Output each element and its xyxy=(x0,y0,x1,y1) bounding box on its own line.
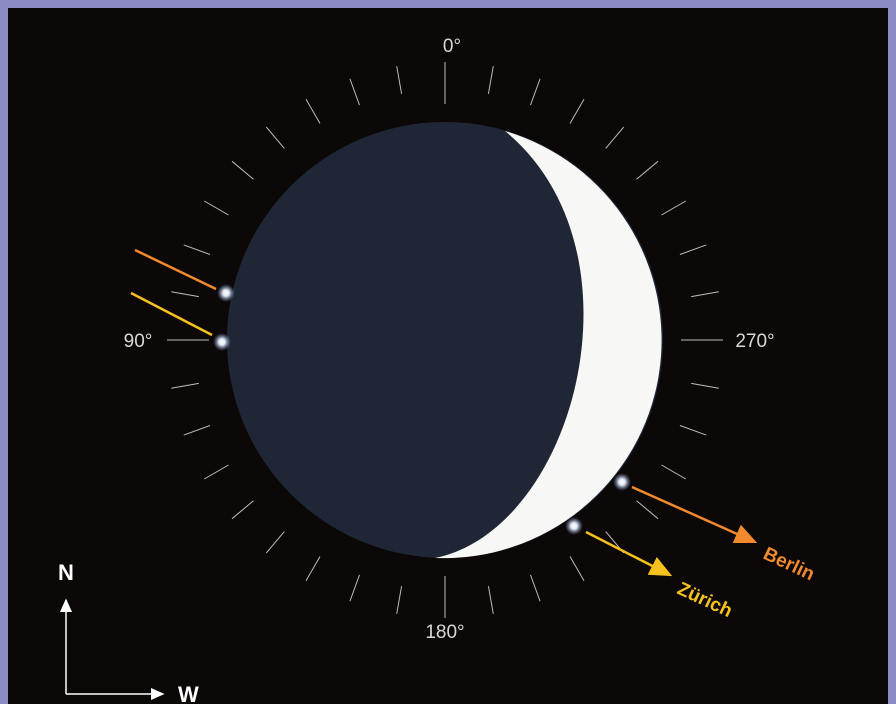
star xyxy=(565,517,583,535)
page: 0° 90° 180° 270° Berlin Zürich N W (() =… xyxy=(0,0,896,704)
angle-label: 0° xyxy=(443,36,461,57)
star xyxy=(217,284,235,302)
angle-label: 180° xyxy=(425,622,464,643)
star xyxy=(613,473,631,491)
compass-west: W xyxy=(178,682,199,704)
angle-label: 90° xyxy=(124,331,153,352)
star xyxy=(213,333,231,351)
compass-north: N xyxy=(58,560,74,585)
angle-label: 270° xyxy=(735,331,774,352)
diagram: 0° 90° 180° 270° Berlin Zürich N W xyxy=(0,0,896,704)
